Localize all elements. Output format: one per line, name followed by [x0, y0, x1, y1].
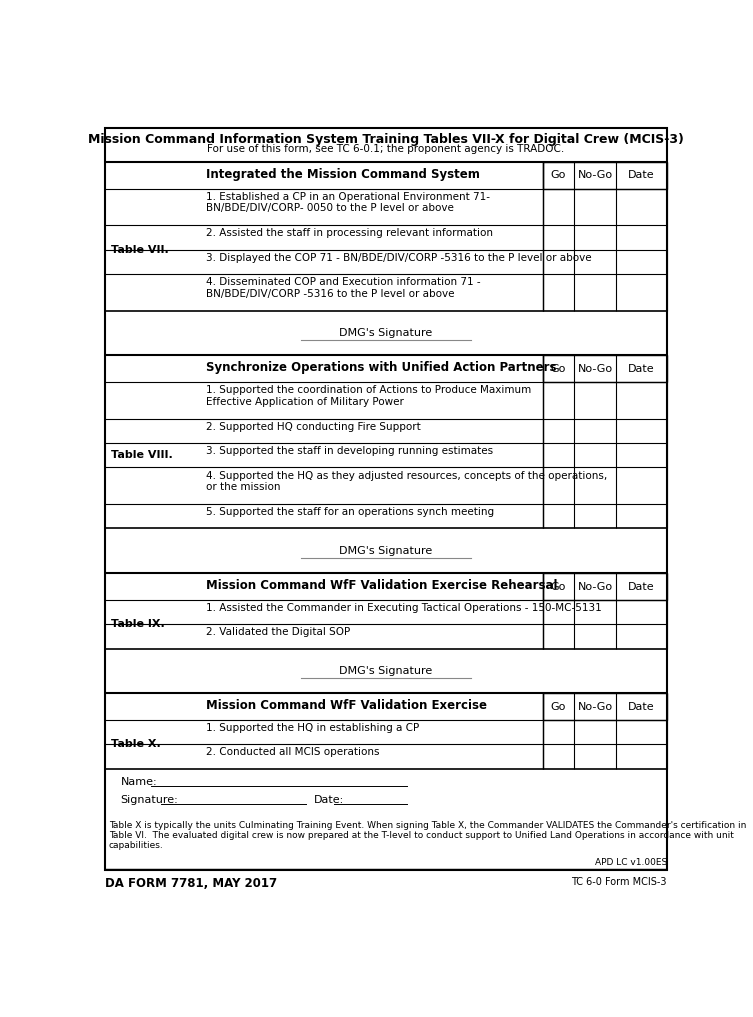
- Text: 3. Supported the staff in developing running estimates: 3. Supported the staff in developing run…: [206, 446, 493, 456]
- Text: Date: Date: [628, 170, 655, 180]
- Text: DMG's Signature: DMG's Signature: [340, 327, 432, 338]
- Text: No-Go: No-Go: [578, 364, 613, 373]
- Text: Mission Command Information System Training Tables VII-X for Digital Crew (MCIS-: Mission Command Information System Train…: [88, 133, 684, 145]
- Text: 1. Assisted the Commander in Executing Tactical Operations - 150-MC-5131: 1. Assisted the Commander in Executing T…: [206, 603, 602, 613]
- Text: DA FORM 7781, MAY 2017: DA FORM 7781, MAY 2017: [105, 877, 277, 890]
- Text: APD LC v1.00ES: APD LC v1.00ES: [595, 858, 667, 868]
- Text: 5. Supported the staff for an operations synch meeting: 5. Supported the staff for an operations…: [206, 507, 494, 518]
- Text: 1. Supported the coordination of Actions to Produce Maximum
Effective Applicatio: 1. Supported the coordination of Actions…: [206, 385, 531, 407]
- Text: Name:: Name:: [120, 777, 157, 787]
- Text: Date: Date: [628, 582, 655, 592]
- Text: Go: Go: [550, 582, 566, 592]
- Text: For use of this form, see TC 6-0.1; the proponent agency is TRADOC.: For use of this form, see TC 6-0.1; the …: [207, 143, 565, 154]
- Text: Go: Go: [550, 702, 566, 712]
- Text: Synchronize Operations with Unified Action Partners: Synchronize Operations with Unified Acti…: [206, 361, 556, 374]
- Bar: [543, 694, 667, 720]
- Text: Table X is typically the units Culminating Training Event. When signing Table X,: Table X is typically the units Culminati…: [109, 821, 746, 850]
- Text: Date: Date: [628, 702, 655, 712]
- Text: No-Go: No-Go: [578, 582, 613, 592]
- Text: DMG's Signature: DMG's Signature: [340, 545, 432, 555]
- Text: Go: Go: [550, 364, 566, 373]
- Text: 2. Assisted the staff in processing relevant information: 2. Assisted the staff in processing rele…: [206, 228, 492, 238]
- Text: Table VIII.: Table VIII.: [111, 451, 173, 461]
- Text: Integrated the Mission Command System: Integrated the Mission Command System: [206, 168, 480, 181]
- Text: Mission Command WfF Validation Exercise: Mission Command WfF Validation Exercise: [206, 700, 486, 712]
- Text: Mission Command WfF Validation Exercise Rehearsal: Mission Command WfF Validation Exercise …: [206, 580, 557, 592]
- Text: 1. Supported the HQ in establishing a CP: 1. Supported the HQ in establishing a CP: [206, 723, 419, 733]
- Bar: [543, 574, 667, 600]
- Text: Table X.: Table X.: [111, 739, 161, 750]
- Text: 2. Supported HQ conducting Fire Support: 2. Supported HQ conducting Fire Support: [206, 422, 420, 431]
- Text: 1. Established a CP in an Operational Environment 71-
BN/BDE/DIV/CORP- 0050 to t: 1. Established a CP in an Operational En…: [206, 191, 489, 214]
- Text: Table VII.: Table VII.: [111, 245, 169, 254]
- Text: TC 6-0 Form MCIS-3: TC 6-0 Form MCIS-3: [572, 877, 667, 887]
- Text: 4. Disseminated COP and Execution information 71 -
BN/BDE/DIV/CORP -5316 to the : 4. Disseminated COP and Execution inform…: [206, 277, 480, 299]
- Text: 4. Supported the HQ as they adjusted resources, concepts of the operations,
or t: 4. Supported the HQ as they adjusted res…: [206, 471, 607, 492]
- Text: Signature:: Signature:: [120, 795, 178, 805]
- Text: 3. Displayed the COP 71 - BN/BDE/DIV/CORP -5316 to the P level or above: 3. Displayed the COP 71 - BN/BDE/DIV/COR…: [206, 252, 591, 262]
- Text: No-Go: No-Go: [578, 170, 613, 180]
- Text: Go: Go: [550, 170, 566, 180]
- Text: No-Go: No-Go: [578, 702, 613, 712]
- Text: Table IX.: Table IX.: [111, 619, 165, 630]
- Text: 2. Conducted all MCIS operations: 2. Conducted all MCIS operations: [206, 747, 380, 758]
- Text: DMG's Signature: DMG's Signature: [340, 665, 432, 675]
- Text: 2. Validated the Digital SOP: 2. Validated the Digital SOP: [206, 627, 350, 638]
- Bar: [543, 162, 667, 188]
- Text: Date: Date: [628, 364, 655, 373]
- Text: Date:: Date:: [314, 795, 344, 805]
- Bar: [543, 356, 667, 382]
